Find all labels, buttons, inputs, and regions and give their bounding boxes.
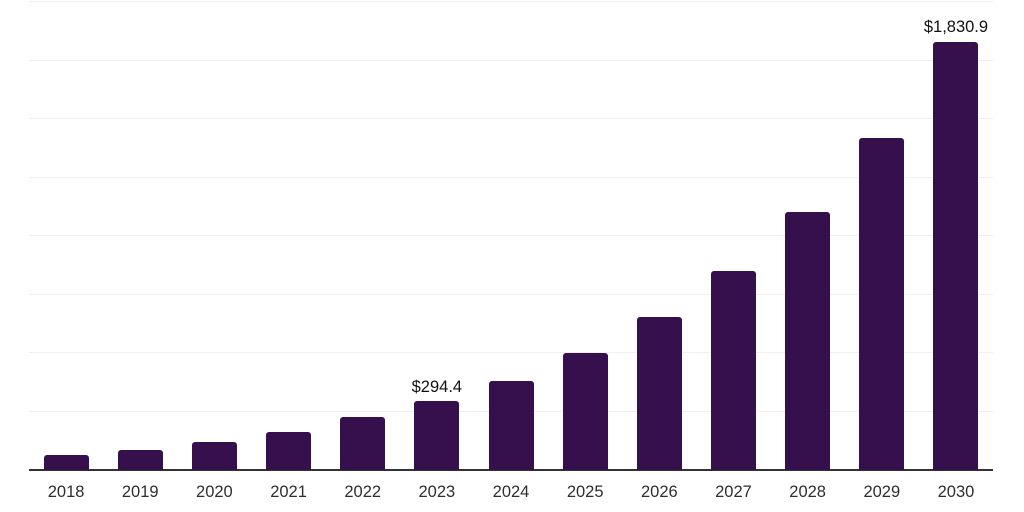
x-tick-2026: 2026	[640, 483, 678, 501]
bar-group-2020	[177, 2, 251, 470]
bar-group-2019	[103, 2, 177, 470]
x-tick-2021: 2021	[270, 483, 307, 501]
x-tick-2019: 2019	[121, 483, 159, 501]
bar-2019	[117, 450, 163, 470]
bar-2023	[414, 401, 460, 470]
x-tick-2030: 2030	[937, 483, 975, 501]
bar-group-2021	[251, 2, 325, 470]
gridline-1000	[29, 235, 993, 236]
bar-2021	[266, 432, 312, 470]
bar-2018	[43, 455, 89, 470]
bar-2020	[191, 442, 237, 470]
bar-2027	[710, 271, 756, 470]
bar-group-2018	[29, 2, 103, 470]
bar-2030	[933, 41, 979, 470]
bar-2025	[562, 353, 608, 470]
gridline-1250	[29, 176, 993, 178]
bars-row: $294.4 $1,830.9	[29, 2, 993, 470]
bar-2024	[488, 381, 534, 470]
x-tick-2020: 2020	[196, 483, 233, 501]
x-axis-line	[29, 469, 993, 471]
bar-group-2027	[696, 2, 770, 470]
gridline-500	[29, 352, 993, 353]
bar-group-2025	[548, 2, 622, 470]
bar-2026	[636, 316, 682, 470]
bar-2022	[340, 417, 386, 470]
x-tick-2023: 2023	[418, 483, 456, 501]
bar-group-2023: $294.4	[400, 2, 474, 470]
bar-group-2026	[622, 2, 696, 470]
bar-group-2024	[474, 2, 548, 470]
bar-2029	[859, 138, 905, 470]
x-tick-2018: 2018	[47, 483, 85, 501]
gridline-1750	[29, 59, 993, 61]
gridline-1500	[29, 118, 993, 119]
bar-2028	[785, 211, 831, 470]
bar-group-2029	[845, 2, 919, 470]
gridline-2000	[29, 1, 993, 2]
bar-group-2030: $1,830.9	[919, 2, 993, 470]
bar-value-label-2023: $294.4	[411, 377, 463, 396]
x-tick-2024: 2024	[492, 483, 530, 501]
x-tick-2025: 2025	[566, 483, 604, 501]
x-tick-2028: 2028	[789, 483, 826, 501]
x-tick-2029: 2029	[863, 483, 901, 501]
x-tick-2027: 2027	[715, 483, 752, 501]
x-tick-2022: 2022	[344, 483, 382, 501]
x-axis-tick-labels: 2018 2019 2020 2021 2022 2023 2024 2025 2026 2027…	[29, 484, 993, 501]
bar-value-label-2030: $1,830.9	[923, 18, 989, 37]
plot-area: $294.4 $1,830.9	[29, 1, 993, 470]
bar-group-2022	[326, 2, 400, 470]
bar-group-2028	[771, 2, 845, 470]
gridline-750	[29, 293, 993, 295]
